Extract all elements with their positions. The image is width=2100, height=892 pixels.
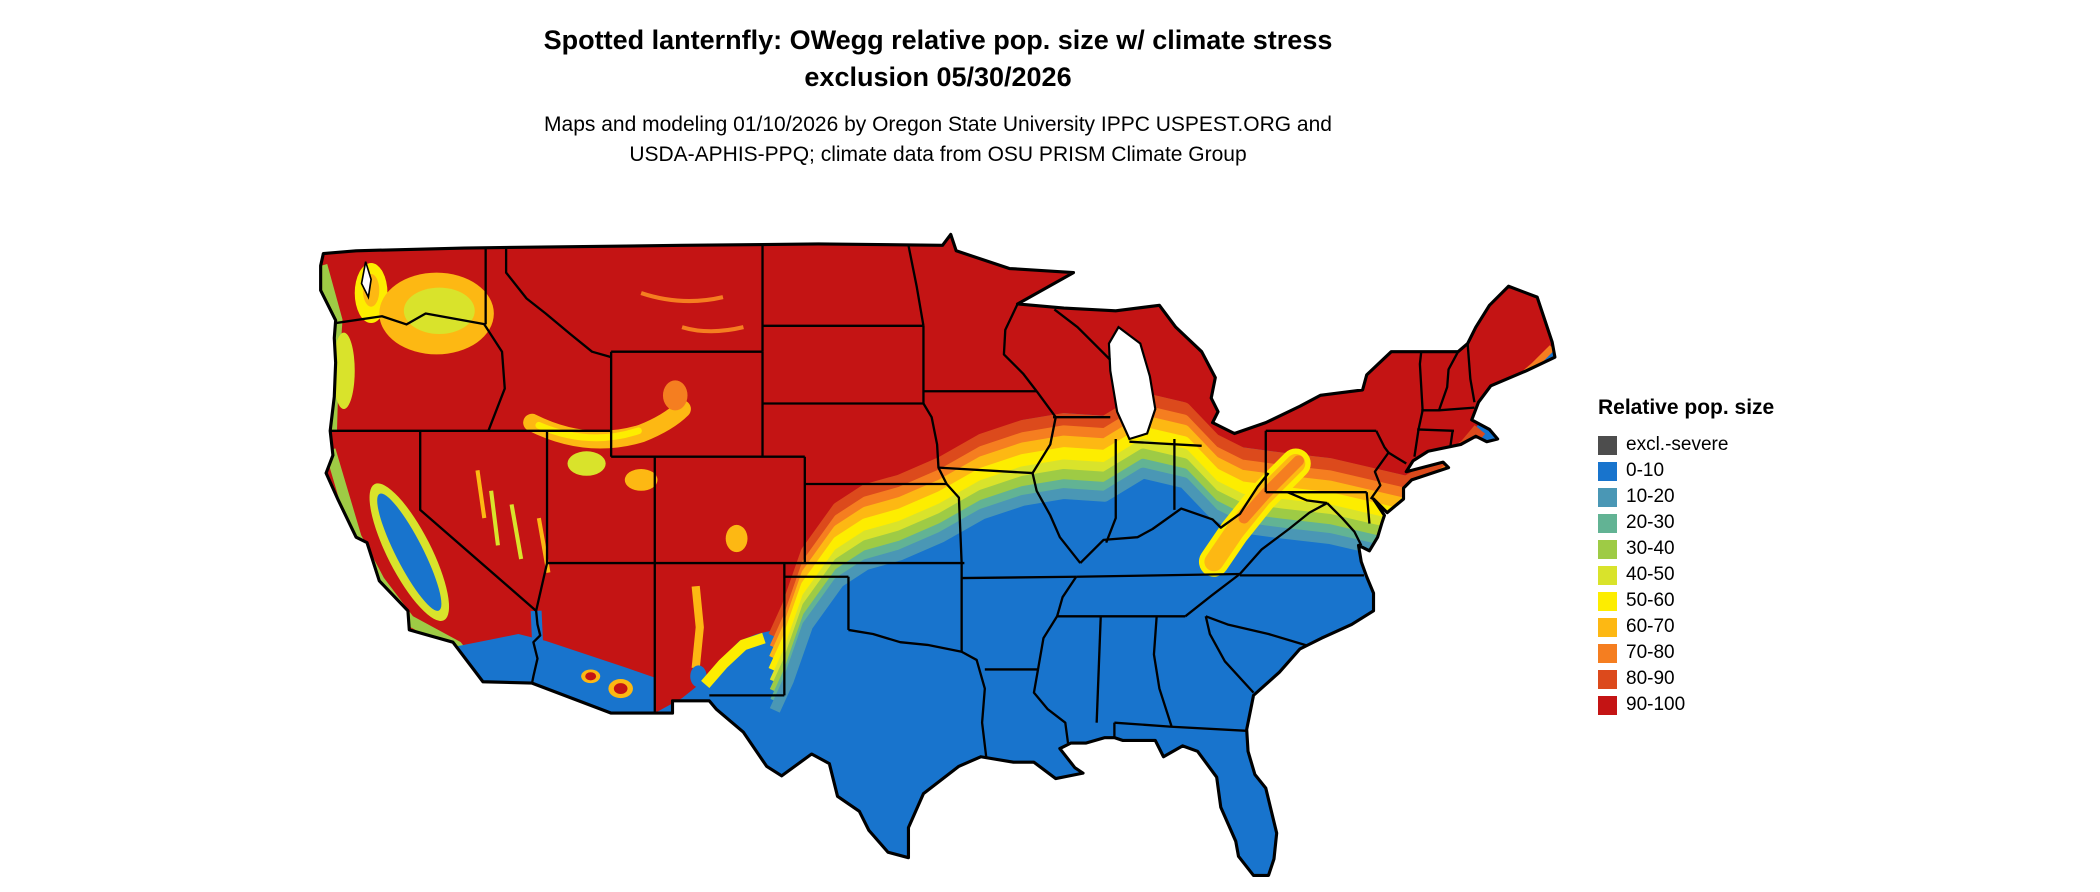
subtitle-line1: Maps and modeling 01/10/2026 by Oregon S…	[544, 113, 1332, 136]
legend-label: 20-30	[1626, 512, 1675, 533]
basin-valley2	[509, 504, 524, 560]
willamette-valley	[332, 332, 355, 409]
legend-label: 10-20	[1626, 486, 1675, 507]
legend-swatch	[1598, 565, 1617, 585]
state-borders	[330, 245, 1476, 757]
us-map	[307, 218, 1559, 892]
legend-swatch	[1598, 461, 1617, 481]
us-outline	[319, 232, 1557, 877]
legend-swatch	[1598, 435, 1617, 455]
legend-swatch	[1598, 591, 1617, 611]
basin-valley1	[489, 490, 500, 546]
subtitle-line2: USDA-APHIS-PPQ; climate data from OSU PR…	[629, 143, 1247, 166]
legend-items: excl.-severe 0-10 10-20 20-30 30-40 40-50 50-6…	[1598, 432, 1858, 718]
figure-subtitle: Maps and modeling 01/10/2026 by Oregon S…	[0, 110, 1876, 170]
sky-island1	[613, 683, 628, 695]
legend-swatch	[1598, 617, 1617, 637]
nm-border-fringe	[701, 632, 766, 689]
legend-item: 90-100	[1598, 692, 1858, 718]
columbia-basin-inner	[403, 287, 475, 334]
legend-item: 10-20	[1598, 484, 1858, 510]
salt-lake-desert	[567, 451, 606, 476]
page-title-line1: Spotted lanternfly: OWegg relative pop. …	[543, 25, 1333, 55]
legend-item: 40-50	[1598, 562, 1858, 588]
legend-label: 80-90	[1626, 668, 1675, 689]
low-desert	[457, 634, 655, 714]
legend-item: 20-30	[1598, 510, 1858, 536]
legend-item: 30-40	[1598, 536, 1858, 562]
appalachian-band-orange	[1238, 455, 1304, 524]
legend-label: 50-60	[1626, 590, 1675, 611]
bighorn-basin	[662, 380, 688, 411]
legend: Relative pop. size excl.-severe 0-10 10-20…	[1598, 396, 1858, 718]
uinta-basin	[624, 468, 658, 491]
rio-grande-corridor	[691, 585, 704, 669]
legend-item: 50-60	[1598, 588, 1858, 614]
sky-island2	[585, 672, 597, 681]
page-title-line2: exclusion 05/30/2026	[804, 62, 1072, 92]
legend-swatch	[1598, 695, 1617, 715]
snake-river-core	[535, 421, 642, 442]
central-valley-floor	[377, 493, 442, 611]
legend-item: 60-70	[1598, 614, 1858, 640]
legend-label: 40-50	[1626, 564, 1675, 585]
puget-sound	[360, 261, 372, 300]
us-map-svg	[319, 232, 1557, 877]
legend-swatch	[1598, 487, 1617, 507]
basin-valley4	[475, 470, 487, 519]
legend-swatch	[1598, 539, 1617, 559]
legend-label: 0-10	[1626, 460, 1665, 481]
legend-label: excl.-severe	[1626, 434, 1729, 455]
legend-swatch	[1598, 669, 1617, 689]
legend-item: 80-90	[1598, 666, 1858, 692]
missouri-breaks1	[640, 291, 724, 304]
legend-label: 90-100	[1626, 694, 1686, 715]
san-luis-valley	[725, 524, 748, 553]
figure-header: Spotted lanternfly: OWegg relative pop. …	[0, 22, 1876, 170]
legend-label: 70-80	[1626, 642, 1675, 663]
missouri-breaks2	[681, 325, 744, 334]
legend-item: 70-80	[1598, 640, 1858, 666]
central-valley	[369, 483, 450, 621]
legend-label: 30-40	[1626, 538, 1675, 559]
legend-swatch	[1598, 513, 1617, 533]
map-fill-layers	[320, 234, 1555, 876]
legend-item: excl.-severe	[1598, 432, 1858, 458]
legend-item: 0-10	[1598, 458, 1858, 484]
lake-michigan	[1107, 325, 1157, 441]
legend-swatch	[1598, 643, 1617, 663]
legend-label: 60-70	[1626, 616, 1675, 637]
legend-title: Relative pop. size	[1598, 396, 1775, 419]
mesilla-valley	[690, 665, 707, 688]
